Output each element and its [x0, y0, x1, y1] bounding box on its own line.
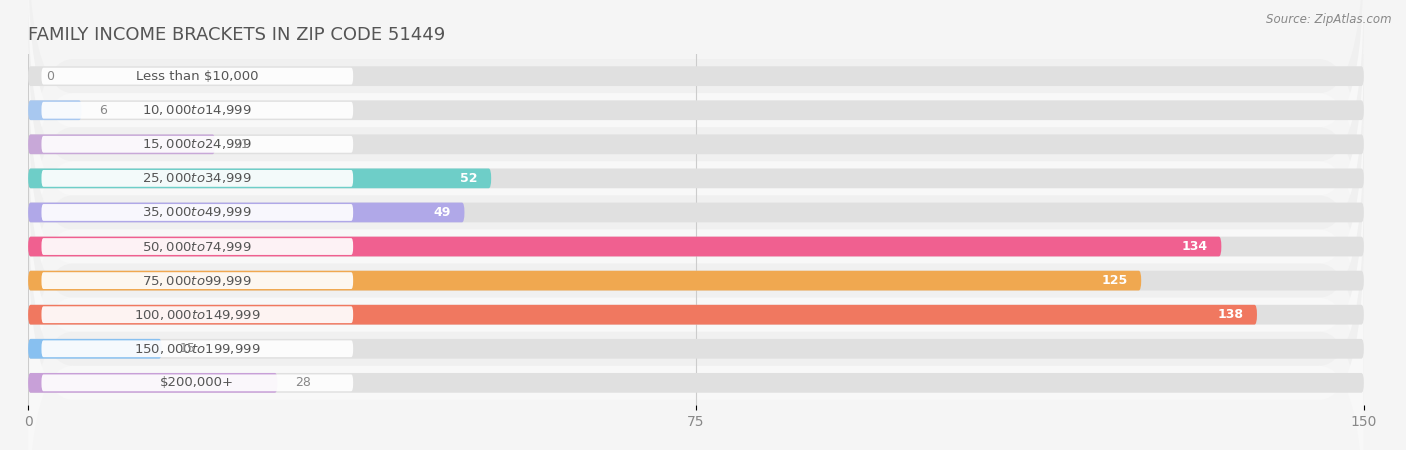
FancyBboxPatch shape: [28, 135, 1364, 154]
Text: 52: 52: [460, 172, 478, 185]
FancyBboxPatch shape: [42, 374, 353, 391]
FancyBboxPatch shape: [28, 135, 215, 154]
FancyBboxPatch shape: [28, 271, 1364, 291]
FancyBboxPatch shape: [28, 237, 1222, 256]
FancyBboxPatch shape: [28, 66, 1364, 86]
FancyBboxPatch shape: [28, 168, 491, 188]
FancyBboxPatch shape: [42, 102, 353, 119]
FancyBboxPatch shape: [28, 168, 1364, 188]
FancyBboxPatch shape: [42, 204, 353, 221]
Text: 49: 49: [433, 206, 451, 219]
FancyBboxPatch shape: [28, 339, 162, 359]
FancyBboxPatch shape: [28, 25, 1364, 332]
Text: Less than $10,000: Less than $10,000: [136, 70, 259, 83]
FancyBboxPatch shape: [42, 136, 353, 153]
FancyBboxPatch shape: [42, 340, 353, 357]
FancyBboxPatch shape: [28, 100, 82, 120]
Text: $15,000 to $24,999: $15,000 to $24,999: [142, 137, 252, 151]
FancyBboxPatch shape: [28, 59, 1364, 366]
FancyBboxPatch shape: [28, 195, 1364, 450]
FancyBboxPatch shape: [28, 373, 1364, 393]
FancyBboxPatch shape: [28, 0, 1364, 264]
Text: $10,000 to $14,999: $10,000 to $14,999: [142, 103, 252, 117]
FancyBboxPatch shape: [28, 162, 1364, 450]
FancyBboxPatch shape: [28, 202, 464, 222]
Text: 15: 15: [180, 342, 195, 355]
FancyBboxPatch shape: [28, 373, 277, 393]
Text: $200,000+: $200,000+: [160, 376, 235, 389]
FancyBboxPatch shape: [28, 230, 1364, 450]
FancyBboxPatch shape: [28, 305, 1257, 324]
FancyBboxPatch shape: [42, 306, 353, 323]
Text: $75,000 to $99,999: $75,000 to $99,999: [142, 274, 252, 288]
FancyBboxPatch shape: [42, 170, 353, 187]
FancyBboxPatch shape: [28, 271, 1142, 291]
FancyBboxPatch shape: [42, 68, 353, 85]
Text: $50,000 to $74,999: $50,000 to $74,999: [142, 239, 252, 253]
Text: 0: 0: [46, 70, 53, 83]
Text: 134: 134: [1182, 240, 1208, 253]
Text: $25,000 to $34,999: $25,000 to $34,999: [142, 171, 252, 185]
FancyBboxPatch shape: [28, 0, 1364, 230]
FancyBboxPatch shape: [42, 238, 353, 255]
FancyBboxPatch shape: [28, 305, 1364, 324]
FancyBboxPatch shape: [42, 272, 353, 289]
Text: 6: 6: [100, 104, 107, 117]
Text: 28: 28: [295, 376, 311, 389]
Text: 125: 125: [1101, 274, 1128, 287]
Text: $150,000 to $199,999: $150,000 to $199,999: [134, 342, 260, 356]
Text: $35,000 to $49,999: $35,000 to $49,999: [142, 206, 252, 220]
Text: $100,000 to $149,999: $100,000 to $149,999: [134, 308, 260, 322]
Text: 21: 21: [233, 138, 249, 151]
Text: FAMILY INCOME BRACKETS IN ZIP CODE 51449: FAMILY INCOME BRACKETS IN ZIP CODE 51449: [28, 26, 446, 44]
FancyBboxPatch shape: [28, 100, 1364, 120]
FancyBboxPatch shape: [28, 339, 1364, 359]
Text: Source: ZipAtlas.com: Source: ZipAtlas.com: [1267, 14, 1392, 27]
FancyBboxPatch shape: [28, 127, 1364, 434]
FancyBboxPatch shape: [28, 0, 1364, 297]
FancyBboxPatch shape: [28, 202, 1364, 222]
FancyBboxPatch shape: [28, 93, 1364, 400]
Text: 138: 138: [1218, 308, 1244, 321]
FancyBboxPatch shape: [28, 237, 1364, 256]
